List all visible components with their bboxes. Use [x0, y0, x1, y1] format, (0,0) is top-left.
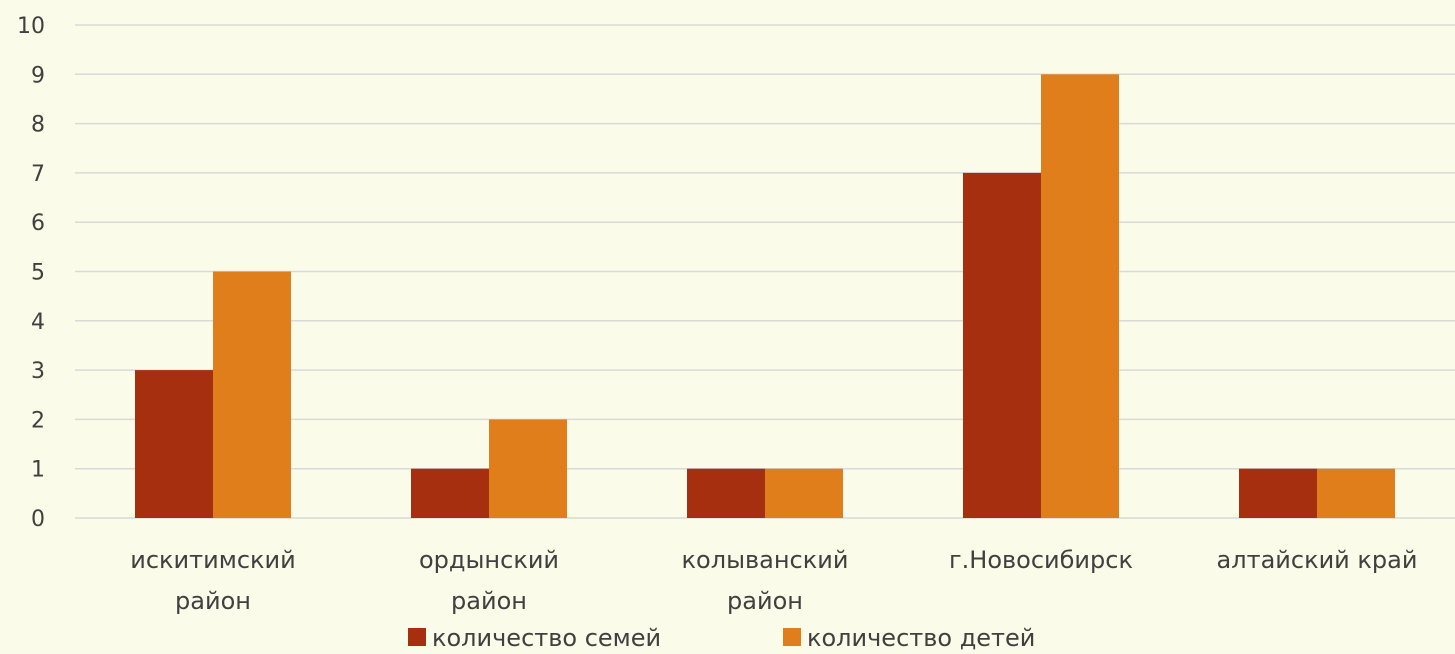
y-tick-label: 8 [31, 113, 45, 138]
y-axis-tick-labels: 0 1 2 3 4 5 6 7 8 9 10 [17, 14, 45, 532]
bar-children [765, 468, 843, 518]
y-tick-label: 3 [31, 359, 45, 384]
x-category-label: алтайский край [1217, 546, 1418, 574]
legend-swatch-children [783, 628, 801, 646]
y-tick-label: 7 [31, 162, 45, 187]
x-category-label-line: искитимский [130, 546, 295, 574]
y-tick-label: 9 [31, 63, 45, 88]
bar-families [1239, 468, 1317, 518]
x-category-label-line: район [175, 587, 251, 615]
bar-children [489, 419, 567, 518]
x-category-label-line: район [727, 587, 803, 615]
legend-label-families: количество семей [432, 624, 661, 652]
bar-children [213, 271, 291, 518]
bar-families [135, 370, 213, 518]
x-category-label-line: алтайский край [1217, 546, 1418, 574]
bar-families [411, 468, 489, 518]
y-tick-label: 0 [31, 507, 45, 532]
bars [135, 74, 1395, 519]
bar-families [687, 468, 765, 518]
legend-swatch-families [408, 628, 426, 646]
gridlines [75, 24, 1455, 519]
x-category-label: г.Новосибирск [949, 546, 1133, 574]
y-tick-label: 6 [31, 211, 45, 236]
x-category-label-line: г.Новосибирск [949, 546, 1133, 574]
legend: количество семей количество детей [408, 624, 1035, 652]
x-category-label: ордынский район [419, 546, 559, 615]
y-tick-label: 1 [31, 458, 45, 483]
y-tick-label: 2 [31, 408, 45, 433]
x-category-label-line: колыванский [682, 546, 849, 574]
bar-families [963, 172, 1041, 518]
x-category-label: искитимский район [130, 546, 295, 615]
y-tick-label: 4 [31, 310, 45, 335]
y-tick-label: 10 [17, 14, 45, 39]
x-category-label-line: ордынский [419, 546, 559, 574]
legend-label-children: количество детей [807, 624, 1035, 652]
x-category-label: колыванский район [682, 546, 849, 615]
y-tick-label: 5 [31, 261, 45, 286]
bar-children [1041, 74, 1119, 519]
x-category-label-line: район [451, 587, 527, 615]
bar-children [1317, 468, 1395, 518]
